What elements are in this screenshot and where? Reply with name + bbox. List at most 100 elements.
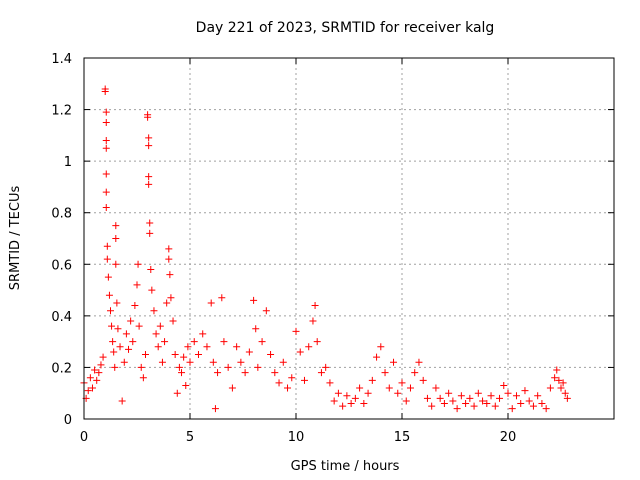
data-point — [406, 384, 414, 392]
data-point — [102, 144, 110, 152]
y-tick-label: 0.2 — [51, 361, 72, 376]
data-point — [182, 381, 190, 389]
data-point — [559, 379, 567, 387]
data-point — [364, 389, 372, 397]
data-point — [237, 358, 245, 366]
y-tick-label: 0.8 — [51, 207, 72, 222]
data-point — [148, 286, 156, 294]
x-tick-label: 20 — [500, 430, 517, 445]
data-point — [373, 353, 381, 361]
data-point — [184, 343, 192, 351]
data-point — [517, 400, 525, 408]
data-point — [169, 317, 177, 325]
data-point — [102, 108, 110, 116]
data-point — [154, 343, 162, 351]
data-point — [97, 361, 105, 369]
data-point — [144, 113, 152, 121]
data-point — [91, 366, 99, 374]
data-point — [288, 374, 296, 382]
data-point — [254, 363, 262, 371]
data-point — [546, 384, 554, 392]
data-point — [311, 302, 319, 310]
data-point — [317, 369, 325, 377]
data-point — [101, 88, 109, 96]
data-point — [199, 330, 207, 338]
data-point — [113, 299, 121, 307]
y-tick-label: 0.4 — [51, 310, 72, 325]
data-point — [398, 379, 406, 387]
data-point — [449, 397, 457, 405]
data-point — [457, 392, 465, 400]
data-point — [171, 351, 179, 359]
data-point — [105, 291, 113, 299]
data-point — [508, 405, 516, 413]
data-point — [190, 338, 198, 346]
data-point — [127, 317, 135, 325]
data-point — [241, 369, 249, 377]
data-point — [250, 296, 258, 304]
data-point — [102, 188, 110, 196]
y-tick-label: 1 — [64, 155, 72, 170]
data-point — [347, 400, 355, 408]
data-point — [111, 363, 119, 371]
data-point — [167, 294, 175, 302]
data-point — [135, 322, 143, 330]
data-point — [102, 137, 110, 145]
data-point — [534, 392, 542, 400]
data-point — [432, 384, 440, 392]
data-point — [402, 397, 410, 405]
data-point — [99, 353, 107, 361]
data-point — [125, 345, 133, 353]
grid-lines — [84, 58, 614, 419]
data-point — [462, 400, 470, 408]
data-point — [150, 307, 158, 315]
data-point — [134, 260, 142, 268]
data-point — [147, 265, 155, 273]
data-point — [114, 325, 122, 333]
data-point — [394, 389, 402, 397]
data-point — [440, 400, 448, 408]
data-point — [284, 384, 292, 392]
data-point — [309, 317, 317, 325]
data-point — [267, 351, 275, 359]
data-point — [300, 376, 308, 384]
x-tick-label: 15 — [394, 430, 411, 445]
data-point — [500, 381, 508, 389]
data-point — [158, 358, 166, 366]
data-point — [228, 384, 236, 392]
x-axis-label: GPS time / hours — [291, 459, 400, 474]
axis-ticks: 0 0.2 0.4 0.6 0.8 1 1.2 1.4 0 5 10 15 20 — [51, 52, 614, 445]
y-tick-label: 1.2 — [51, 104, 72, 119]
data-point — [141, 351, 149, 359]
data-point — [103, 255, 111, 263]
data-point — [305, 343, 313, 351]
data-point — [163, 299, 171, 307]
data-point — [207, 299, 215, 307]
x-tick-label: 5 — [186, 430, 194, 445]
data-point — [390, 358, 398, 366]
data-point — [470, 402, 478, 410]
data-point — [108, 322, 116, 330]
data-point — [292, 327, 300, 335]
data-point — [145, 180, 153, 188]
data-point — [175, 363, 183, 371]
data-point — [84, 387, 92, 395]
data-point — [377, 343, 385, 351]
data-point — [326, 379, 334, 387]
data-point — [95, 369, 103, 377]
data-point — [322, 363, 330, 371]
data-point — [428, 402, 436, 410]
data-point — [102, 118, 110, 126]
data-point — [186, 358, 194, 366]
data-point — [152, 330, 160, 338]
data-point — [542, 405, 550, 413]
data-point — [557, 384, 565, 392]
data-point — [112, 235, 120, 242]
data-point — [102, 204, 110, 212]
data-point — [453, 405, 461, 413]
data-point — [385, 384, 393, 392]
data-point — [334, 389, 342, 397]
data-point — [88, 384, 96, 392]
